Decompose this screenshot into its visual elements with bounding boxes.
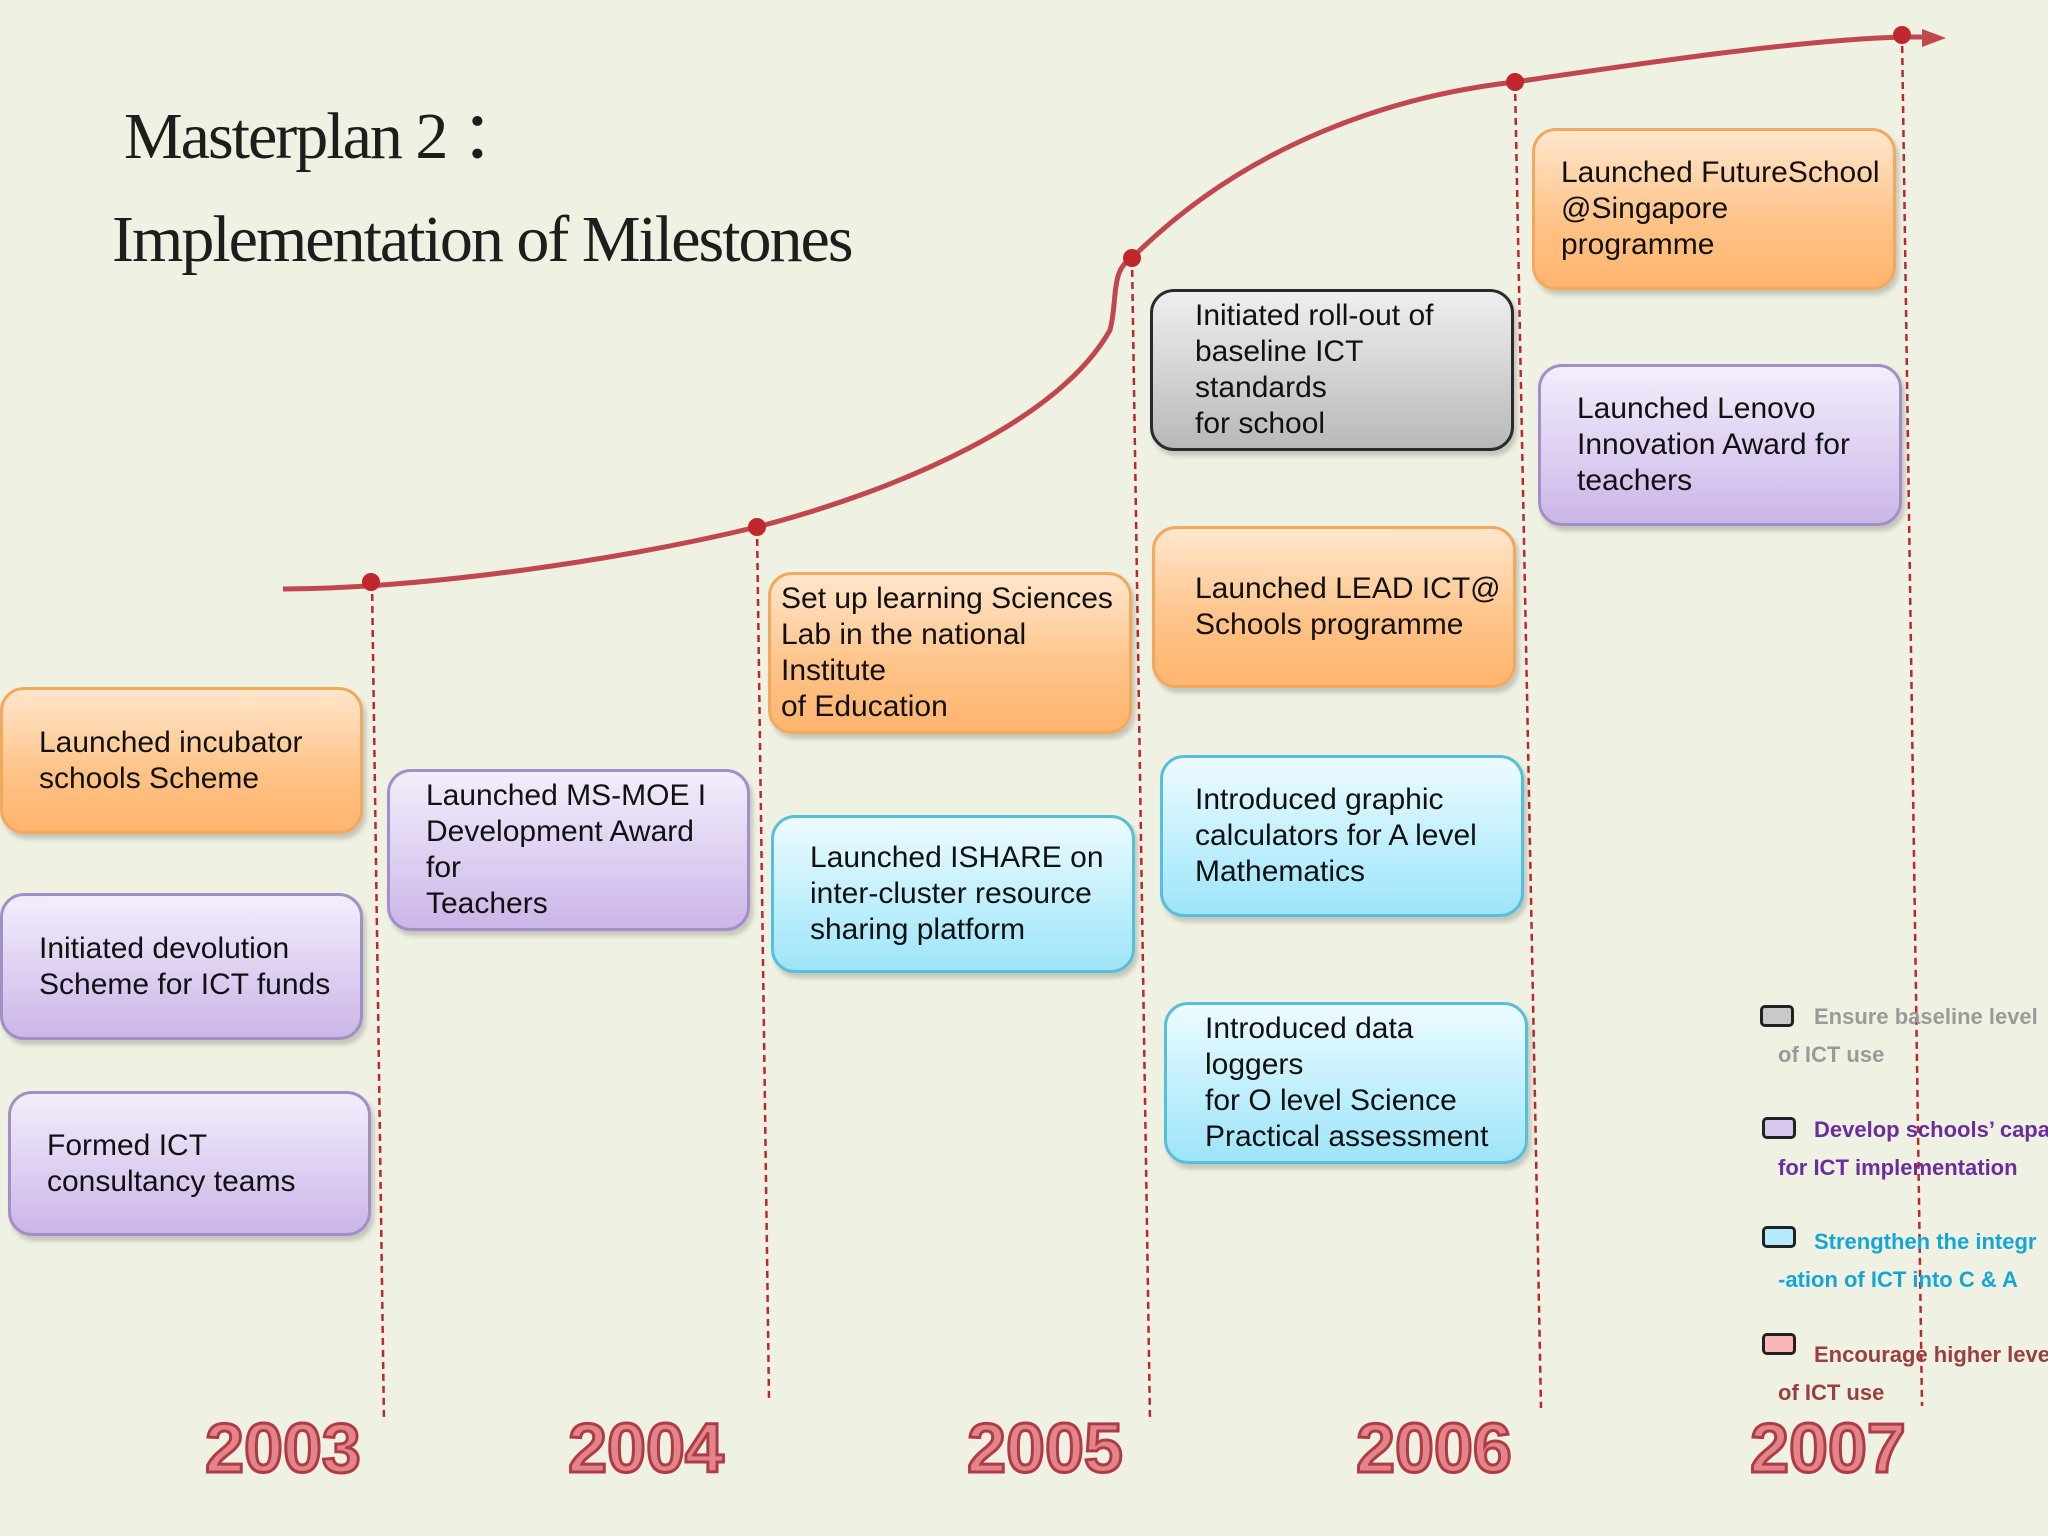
marker-2005 [1123, 249, 1141, 267]
year-divider-lines [370, 33, 1924, 1423]
milestone-text: Launched LEAD ICT@ Schools programme [1195, 572, 1501, 641]
milestone-futureschool: Launched FutureSchool @Singapore program… [1532, 128, 1896, 290]
divider-2007 [1900, 33, 1924, 1407]
legend-swatch-develop [1762, 1117, 1796, 1139]
growth-curve [282, 34, 1938, 592]
divider-2006 [1513, 81, 1543, 1409]
legend-text-baseline: Ensure baseline level of ICT use [1778, 1004, 2038, 1067]
milestone-text: Launched incubator schools Scheme [39, 725, 303, 795]
marker-2007 [1893, 26, 1911, 44]
marker-2003 [362, 573, 380, 591]
milestone-text: Initiated roll-out of baseline ICT stand… [1195, 299, 1434, 440]
milestone-graphic-calculators: Introduced graphic calculators for A lev… [1160, 755, 1524, 917]
title-line-1: Masterplan 2 ： [124, 100, 527, 173]
curve-arrowhead [1922, 29, 1946, 47]
year-label-2005: 2005 [966, 1408, 1125, 1489]
year-label-2004: 2004 [567, 1408, 726, 1489]
milestone-text: Launched FutureSchool @Singapore program… [1561, 156, 1880, 261]
legend-swatch-baseline [1760, 1005, 1794, 1027]
divider-2003 [370, 581, 386, 1423]
milestone-text: Formed ICT consultancy teams [47, 1128, 296, 1198]
milestone-ishare-platform: Launched ISHARE on inter-cluster resourc… [771, 815, 1135, 973]
divider-2004 [755, 526, 771, 1399]
milestone-text: Initiated devolution Scheme for ICT fund… [39, 931, 331, 1001]
milestone-learning-sciences-lab: Set up learning Sciences Lab in the nati… [768, 572, 1132, 734]
milestone-text: Launched Lenovo Innovation Award for tea… [1577, 392, 1850, 497]
milestone-data-loggers: Introduced data loggers for O level Scie… [1164, 1002, 1528, 1164]
year-label-2003: 2003 [204, 1408, 363, 1489]
milestone-text: Launched MS-MOE I Development Award for … [426, 779, 707, 920]
milestone-ict-consultancy: Formed ICT consultancy teams [8, 1091, 371, 1236]
milestone-text: Set up learning Sciences Lab in the nati… [781, 582, 1113, 723]
milestone-ms-moe-award: Launched MS-MOE I Development Award for … [387, 769, 750, 931]
marker-2006 [1506, 73, 1524, 91]
legend-swatch-strengthen [1762, 1226, 1796, 1248]
divider-2005 [1130, 257, 1152, 1423]
legend-text-strengthen: Strengthen the integr -ation of ICT into… [1778, 1229, 2037, 1292]
milestone-text: Introduced graphic calculators for A lev… [1195, 783, 1477, 888]
curve-markers [362, 26, 1911, 591]
title-line-2: Implementation of Milestones [112, 203, 854, 276]
milestone-text: Introduced data loggers for O level Scie… [1205, 1012, 1489, 1153]
milestone-lead-ict: Launched LEAD ICT@ Schools programme [1152, 526, 1516, 688]
milestone-incubator-schools: Launched incubator schools Scheme [0, 687, 363, 834]
milestone-text: Launched ISHARE on inter-cluster resourc… [810, 841, 1104, 946]
legend-text-develop: Develop schools’ capa for ICT implementa… [1778, 1117, 2048, 1180]
milestone-baseline-ict-standards: Initiated roll-out of baseline ICT stand… [1150, 289, 1514, 451]
milestone-lenovo-award: Launched Lenovo Innovation Award for tea… [1538, 364, 1902, 526]
legend-text-encourage: Encourage higher level of ICT use [1778, 1342, 2048, 1405]
year-label-2006: 2006 [1355, 1408, 1514, 1489]
milestone-devolution-scheme: Initiated devolution Scheme for ICT fund… [0, 893, 363, 1040]
year-label-2007: 2007 [1749, 1408, 1908, 1489]
marker-2004 [748, 518, 766, 536]
legend-swatch-encourage [1762, 1333, 1796, 1355]
